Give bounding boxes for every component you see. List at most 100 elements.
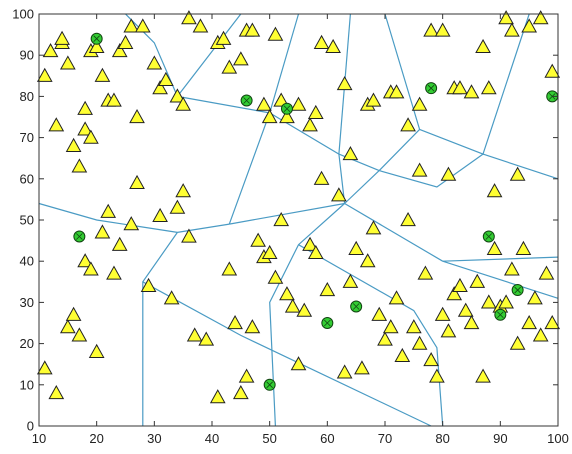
circle-point (73, 230, 86, 243)
circle-cross (76, 233, 83, 240)
circle-point (482, 230, 495, 243)
triangle-point (36, 360, 53, 375)
triangle-point (169, 199, 186, 214)
triangle-point (411, 335, 428, 350)
triangle-point (48, 117, 65, 132)
y-tick-label: 90 (20, 48, 34, 63)
triangle-point (117, 34, 134, 49)
triangle-point (71, 327, 88, 342)
triangle-point (371, 306, 388, 321)
triangle-point (94, 67, 111, 82)
circle-point (494, 308, 507, 321)
triangle-point (480, 294, 497, 309)
triangle-point (325, 38, 341, 54)
triangle-point (365, 92, 382, 107)
triangle-point (83, 261, 99, 276)
triangle-point (521, 314, 538, 330)
triangle-point (273, 211, 290, 227)
triangle-point (400, 117, 416, 132)
circle-point (425, 82, 438, 95)
triangle-point (388, 290, 405, 305)
x-tick-label: 100 (547, 431, 569, 446)
cell-edge (177, 223, 230, 233)
circle-cross (514, 286, 521, 294)
circle-point (350, 300, 363, 313)
triangle-point (348, 240, 365, 255)
triangle-point (238, 368, 255, 383)
triangle-point (296, 302, 313, 317)
triangle-point (521, 18, 538, 33)
triangle-point (146, 55, 163, 70)
triangle-point (100, 203, 117, 218)
x-tick-label: 20 (89, 431, 103, 446)
triangle-point (544, 63, 561, 78)
triangle-point (181, 228, 197, 243)
cell-edge (442, 256, 559, 262)
triangle-point (532, 10, 549, 25)
triangle-point (36, 67, 53, 82)
triangle-point (175, 183, 192, 198)
triangle-point (313, 34, 330, 49)
triangle-point (175, 96, 192, 111)
cell-edge (482, 153, 559, 180)
y-tick-label: 50 (20, 213, 34, 228)
circle-point (240, 94, 253, 107)
triangle-point (181, 10, 197, 25)
triangle-point (336, 364, 353, 379)
triangle-point (123, 18, 140, 33)
triangle-point (486, 240, 503, 255)
cell-edge (228, 112, 271, 225)
triangle-point (134, 18, 151, 33)
circle-cross (243, 97, 250, 104)
triangle-point (261, 108, 278, 124)
triangle-point (440, 323, 457, 338)
circle-point (263, 378, 276, 391)
y-tick-label: 10 (20, 377, 34, 392)
triangle-point (400, 211, 416, 227)
cell-edge (298, 244, 444, 427)
triangle-point (48, 385, 65, 400)
cell-edge (269, 13, 300, 114)
triangle-point (354, 360, 370, 375)
triangle-point (42, 43, 59, 58)
triangle-point (480, 80, 497, 95)
triangle-point (163, 290, 180, 305)
triangle-point (463, 314, 480, 330)
triangle-point (129, 108, 145, 124)
triangle-point (221, 59, 238, 74)
triangle-point (290, 96, 307, 111)
triangle-point (359, 253, 376, 268)
triangle-point (509, 335, 526, 350)
triangle-point (313, 170, 330, 185)
data-points (36, 10, 561, 404)
circle-cross (93, 35, 100, 43)
triangle-point (209, 389, 226, 404)
triangle-point (302, 236, 318, 251)
triangle-point (77, 253, 93, 268)
triangle-point (336, 76, 353, 91)
triangle-point (284, 298, 301, 313)
triangle-point (59, 319, 76, 334)
triangle-point (388, 84, 405, 99)
triangle-point (498, 10, 514, 25)
triangle-point (88, 343, 105, 358)
triangle-point (232, 51, 249, 66)
x-tick-label: 10 (32, 431, 46, 446)
triangle-point (111, 236, 128, 251)
circle-point (321, 317, 334, 329)
cell-edge (269, 203, 345, 427)
triangle-point (434, 306, 451, 321)
triangle-point (106, 92, 122, 107)
circle-point (280, 102, 293, 115)
triangle-point (88, 38, 105, 54)
x-tick-label: 40 (205, 431, 219, 446)
y-tick-label: 0 (27, 419, 34, 434)
triangle-point (475, 38, 491, 54)
triangle-point (83, 129, 99, 144)
triangle-point (290, 356, 307, 371)
triangle-point (140, 277, 157, 293)
triangle-point (169, 88, 186, 103)
triangle-point (250, 232, 266, 247)
triangle-point (452, 80, 468, 95)
triangle-point (342, 146, 359, 161)
